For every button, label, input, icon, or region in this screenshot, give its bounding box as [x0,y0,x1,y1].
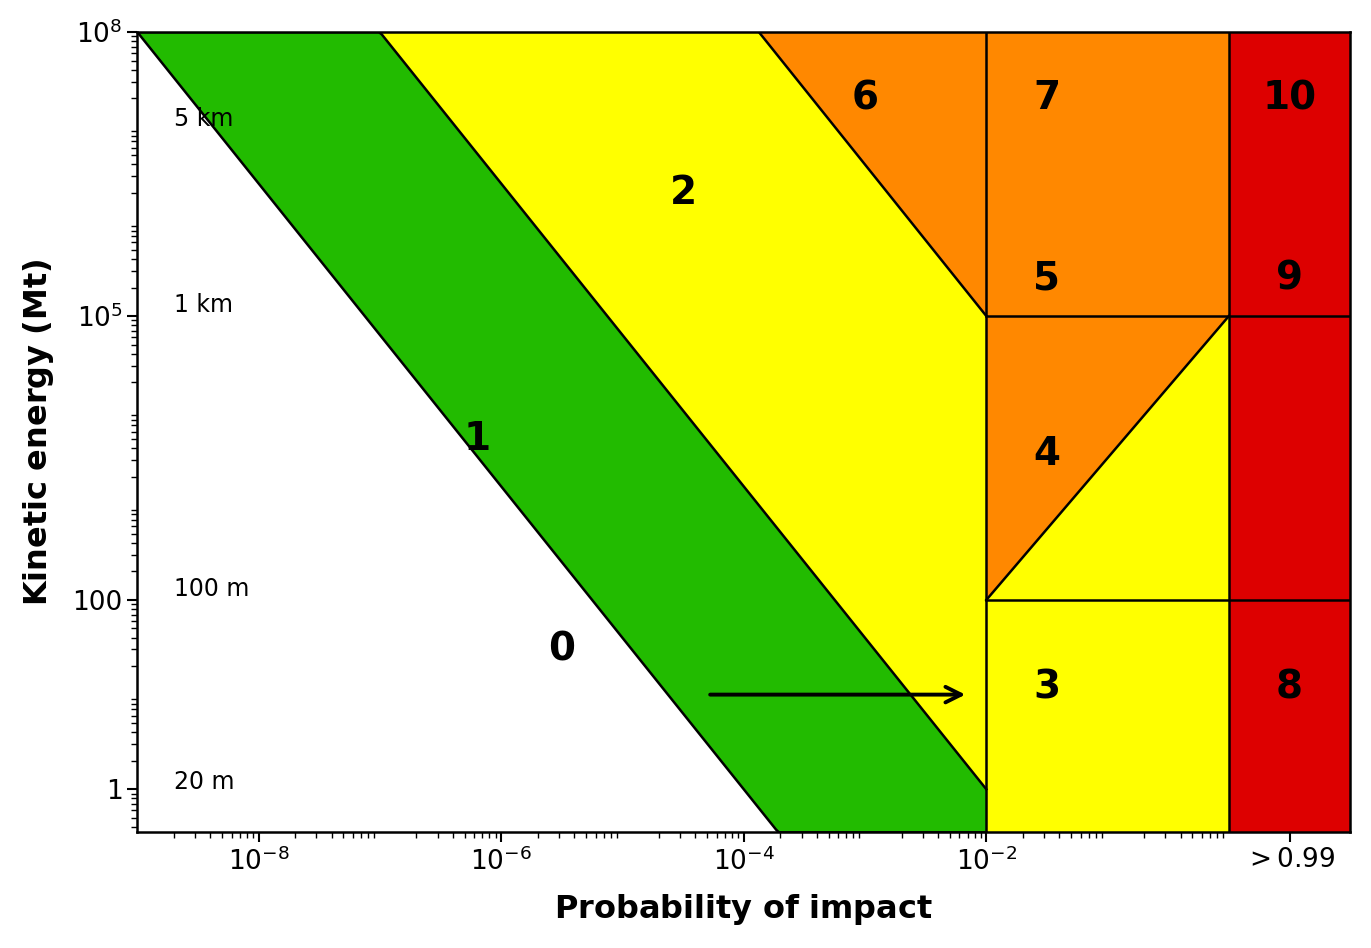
Text: 100 m: 100 m [174,577,250,601]
Polygon shape [1228,32,1350,832]
X-axis label: $\mathbf{Probability\ of\ impact}$: $\mathbf{Probability\ of\ impact}$ [554,892,934,927]
Text: 6: 6 [851,80,879,118]
Text: 5: 5 [1034,260,1060,298]
Text: 8: 8 [1276,668,1302,706]
Y-axis label: $\mathbf{Kinetic\ energy\ (Mt)}$: $\mathbf{Kinetic\ energy\ (Mt)}$ [21,259,56,606]
Polygon shape [137,32,986,790]
Polygon shape [986,316,1228,600]
Text: 9: 9 [1276,260,1302,298]
Text: 4: 4 [1034,435,1060,473]
Text: 3: 3 [1034,668,1061,706]
Text: 20 m: 20 m [174,770,234,793]
Polygon shape [137,32,986,832]
Text: 1 km: 1 km [174,293,233,318]
Polygon shape [760,32,986,316]
Text: 10: 10 [1263,80,1316,118]
Text: 0: 0 [548,630,576,668]
Polygon shape [986,600,1228,832]
Text: 5 km: 5 km [174,107,233,131]
Polygon shape [986,32,1228,316]
Text: 2: 2 [669,173,696,212]
Text: 1: 1 [463,420,491,458]
Polygon shape [986,316,1228,600]
Text: 7: 7 [1034,80,1061,118]
